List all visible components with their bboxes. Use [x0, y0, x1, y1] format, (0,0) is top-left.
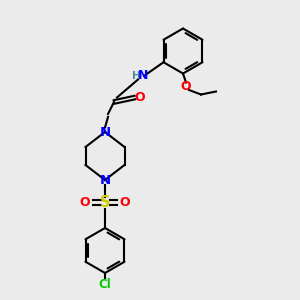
Text: O: O — [80, 196, 90, 209]
Text: O: O — [181, 80, 191, 94]
Text: H: H — [132, 71, 141, 81]
Text: S: S — [100, 195, 110, 210]
Text: N: N — [99, 173, 111, 187]
Text: O: O — [134, 91, 145, 104]
Text: Cl: Cl — [99, 278, 111, 291]
Text: N: N — [138, 69, 148, 82]
Text: N: N — [99, 125, 111, 139]
Text: O: O — [120, 196, 130, 209]
